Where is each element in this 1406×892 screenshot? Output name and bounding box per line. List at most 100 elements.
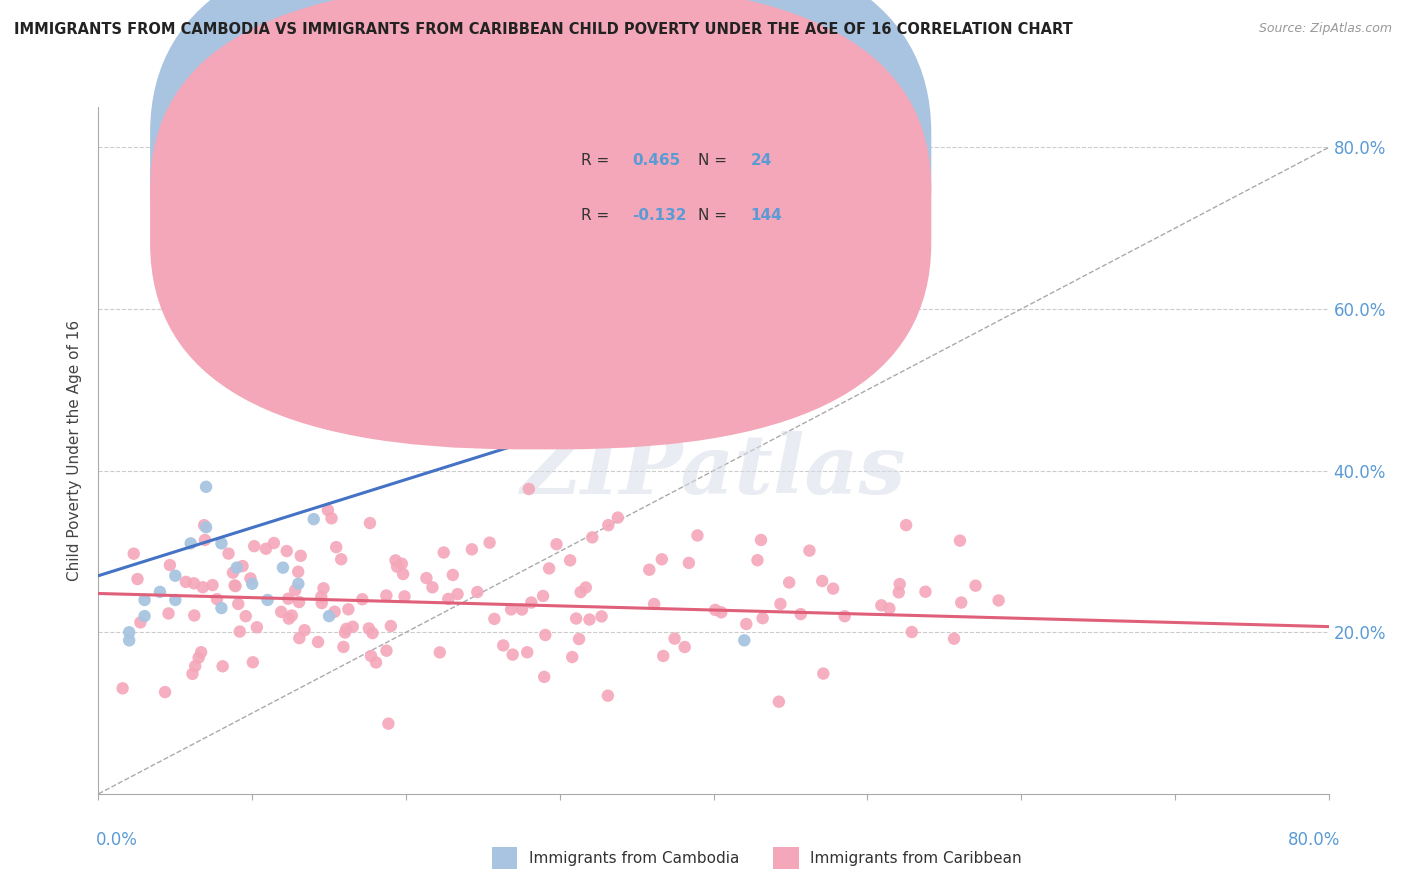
Point [950,595,973,609]
Point [235,609,257,624]
Point [288,631,311,645]
Point [575,581,598,595]
Point [735,617,758,632]
Point [180,536,202,550]
Point [242,655,264,669]
Point [778,575,800,590]
Point [342,620,364,634]
Point [211,659,233,673]
Point [704,603,727,617]
Point [377,716,399,731]
Point [558,553,581,567]
Text: R =: R = [581,153,614,168]
Point [361,626,384,640]
Text: IMMIGRANTS FROM CAMBODIA VS IMMIGRANTS FROM CARIBBEAN CHILD POVERTY UNDER THE AG: IMMIGRANTS FROM CAMBODIA VS IMMIGRANTS F… [14,22,1073,37]
Point [678,556,700,570]
Point [307,635,329,649]
Point [811,574,834,588]
Point [578,613,600,627]
Point [375,643,398,657]
Point [194,533,217,547]
Point [294,623,316,637]
Text: 24: 24 [751,153,772,168]
Point [465,585,488,599]
Point [330,552,353,566]
Point [914,584,936,599]
Point [333,625,356,640]
Point [290,549,312,563]
Point [323,605,346,619]
Point [870,599,893,613]
Point [232,559,254,574]
Point [813,666,835,681]
Point [638,563,661,577]
Text: Source: ZipAtlas.com: Source: ZipAtlas.com [1258,22,1392,36]
Point [243,539,266,553]
Bar [773,847,799,869]
Point [288,595,311,609]
Point [157,607,180,621]
Point [183,576,205,591]
Text: N =: N = [697,153,731,168]
Point [224,578,246,592]
Point [534,628,557,642]
Point [263,536,285,550]
Point [129,615,152,630]
Text: R =: R = [581,209,614,223]
Point [224,579,246,593]
Point [111,681,134,696]
Point [159,558,181,572]
Point [302,512,325,526]
Point [191,580,214,594]
Point [664,632,686,646]
Point [437,591,460,606]
Point [673,640,696,654]
Point [533,670,555,684]
Point [501,602,523,616]
Point [394,590,416,604]
Point [591,609,613,624]
Point [316,503,339,517]
Point [484,612,506,626]
Point [598,518,620,533]
Point [834,609,856,624]
Point [894,518,917,533]
Point [703,375,725,389]
Point [446,587,468,601]
Point [195,520,218,534]
Point [900,625,922,640]
Point [153,685,176,699]
Point [256,593,278,607]
Point [606,510,628,524]
Point [478,535,501,549]
Point [134,593,156,607]
Point [823,582,845,596]
Point [183,608,205,623]
Point [581,530,603,544]
Point [887,585,910,599]
Point [277,591,299,606]
Text: 80.0%: 80.0% [1288,831,1340,849]
Point [335,622,357,636]
Point [392,567,415,582]
Point [254,541,277,556]
Point [165,593,187,607]
Point [165,568,187,582]
Point [246,620,269,634]
Point [799,543,821,558]
Point [385,559,408,574]
Point [127,572,149,586]
Point [502,648,524,662]
Point [284,583,307,598]
Point [516,645,538,659]
Point [271,560,294,574]
Point [596,689,619,703]
Point [325,540,347,554]
Point [747,553,769,567]
Point [769,597,792,611]
Point [569,585,592,599]
Point [218,547,240,561]
Point [391,557,413,571]
Point [318,609,340,624]
Point [517,482,540,496]
